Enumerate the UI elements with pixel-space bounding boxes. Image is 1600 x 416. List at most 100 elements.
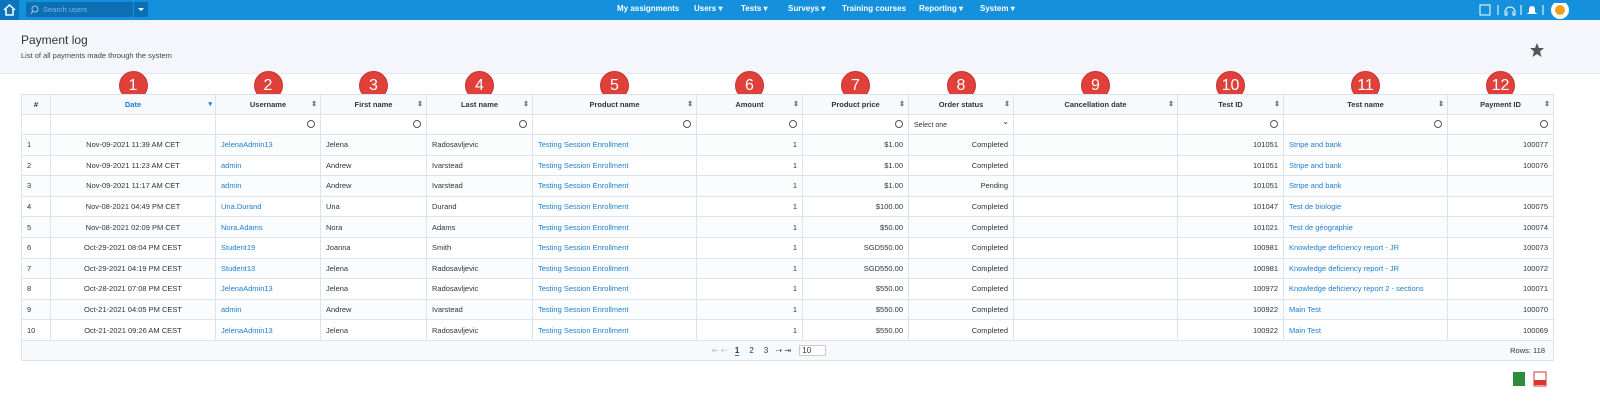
column-header[interactable]: # [21, 94, 51, 115]
page-link[interactable]: 1 [734, 345, 740, 356]
cell-link[interactable]: Testing Session Enrollment [538, 222, 629, 232]
search-icon[interactable] [1434, 120, 1442, 128]
filter-cell[interactable] [215, 114, 321, 135]
export-excel[interactable] [1513, 372, 1525, 386]
filter-cell[interactable] [696, 114, 803, 135]
cell-link[interactable]: admin [221, 181, 242, 191]
filter-cell[interactable] [1177, 114, 1284, 135]
cell-text: Completed [971, 243, 1008, 253]
search-icon[interactable] [1270, 120, 1278, 128]
cell-link[interactable]: JelenaAdmin13 [221, 284, 273, 294]
page-link[interactable]: 2 [749, 345, 754, 355]
column-header[interactable]: Last name ⇕ [426, 94, 533, 115]
cell-link[interactable]: JelenaAdmin13 [221, 325, 273, 335]
cell-link[interactable]: Student13 [221, 263, 256, 273]
cell-link[interactable]: Nora.Adams [221, 222, 263, 232]
search-dropdown[interactable] [134, 2, 148, 17]
cell-link[interactable]: Knowledge deficiency report - JR [1289, 243, 1400, 253]
cell-link[interactable]: Una.Durand [221, 202, 262, 212]
home-button[interactable] [0, 0, 19, 20]
search-icon[interactable] [307, 120, 315, 128]
search-box[interactable]: Search users [26, 2, 133, 17]
cell-text: 1 [792, 202, 797, 212]
filter-cell[interactable] [320, 114, 427, 135]
filter-cell[interactable]: Select one ⌄ [908, 114, 1014, 135]
cell-link[interactable]: admin [221, 305, 242, 315]
cell-text: Nov-08-2021 04:49 PM CET [85, 202, 181, 212]
column-header[interactable]: Product price ⇕ [802, 94, 909, 115]
page-link[interactable]: 3 [763, 345, 769, 355]
filter-cell[interactable] [50, 114, 216, 135]
cell-link[interactable]: Testing Session Enrollment [538, 202, 629, 212]
nav-item[interactable]: Tests ▾ [741, 4, 768, 13]
column-header[interactable]: Date ▾ [50, 94, 216, 115]
page-size[interactable]: 10 [799, 344, 827, 356]
cell-link[interactable]: Main Test [1289, 305, 1321, 315]
favorite-star[interactable] [1529, 42, 1545, 58]
nav-item[interactable]: System ▾ [980, 4, 1015, 13]
column-header[interactable]: Payment ID ⇕ [1447, 94, 1554, 115]
cell-link[interactable]: Testing Session Enrollment [538, 305, 629, 315]
filter-cell[interactable] [426, 114, 533, 135]
cell: $1.00 [802, 154, 909, 177]
cell-link[interactable]: Main Test [1289, 325, 1321, 335]
cell-link[interactable]: Testing Session Enrollment [538, 284, 629, 294]
cell-link[interactable]: Test de biologie [1289, 202, 1342, 212]
column-header[interactable]: First name ⇕ [320, 94, 427, 115]
search-icon[interactable] [519, 120, 527, 128]
search-icon[interactable] [683, 120, 691, 128]
cell-text: 100073 [1522, 243, 1548, 253]
nav-caret: ▾ [956, 4, 964, 13]
cell: Testing Session Enrollment [532, 236, 697, 259]
cell-text: Ivarstead [432, 181, 463, 191]
column-header[interactable]: Amount ⇕ [696, 94, 803, 115]
first-prev[interactable]: ⇤ ⇠ [712, 345, 730, 355]
search-icon[interactable] [413, 120, 421, 128]
column-header[interactable]: Product name ⇕ [532, 94, 697, 115]
sort-icon: ⇕ [899, 101, 905, 108]
cell-link[interactable]: Test de géographie [1289, 222, 1353, 232]
cell-link[interactable]: Testing Session Enrollment [538, 140, 629, 150]
cell-link[interactable]: Testing Session Enrollment [538, 325, 629, 335]
cell-link[interactable]: Stripe and bank [1289, 181, 1342, 191]
column-header[interactable]: Test name ⇕ [1283, 94, 1448, 115]
cell-link[interactable]: Knowledge deficiency report 2 - sections [1289, 284, 1424, 294]
filter-cell[interactable] [532, 114, 697, 135]
nav-item[interactable]: Reporting ▾ [919, 4, 963, 13]
cell-link[interactable]: Student19 [221, 243, 256, 253]
cell: Oct-21-2021 04:05 PM CEST [50, 298, 216, 321]
column-header[interactable]: Cancellation date ⇕ [1013, 94, 1178, 115]
filter-cell[interactable] [802, 114, 909, 135]
nav-item[interactable]: Users ▾ [694, 4, 723, 13]
cell: Jelena [320, 278, 427, 300]
column-header[interactable]: Username ⇕ [215, 94, 321, 115]
search-icon[interactable] [1540, 120, 1548, 128]
cell-text: Completed [971, 284, 1008, 294]
nav-item[interactable]: My assignments [617, 4, 679, 13]
column-header[interactable]: Order status ⇕ [908, 94, 1014, 115]
page-subtitle: List of all payments made through the sy… [21, 51, 172, 60]
column-header[interactable]: Test ID ⇕ [1177, 94, 1284, 115]
search-icon[interactable] [789, 120, 797, 128]
cell-text: 100074 [1522, 222, 1548, 232]
search-icon[interactable] [895, 120, 903, 128]
cell-link[interactable]: Testing Session Enrollment [538, 243, 629, 253]
cell-link[interactable]: Stripe and bank [1289, 140, 1342, 150]
next-last[interactable]: ⇢ ⇥ [773, 345, 794, 355]
cell-link[interactable]: Testing Session Enrollment [538, 263, 629, 273]
filter-cell[interactable] [1447, 114, 1554, 135]
nav-item[interactable]: Surveys ▾ [788, 4, 825, 13]
status-select[interactable]: Select one [914, 122, 948, 129]
cell-link[interactable]: Testing Session Enrollment [538, 181, 629, 191]
cell: 1 [696, 134, 803, 156]
cell: Stripe and bank [1283, 175, 1448, 197]
filter-cell[interactable] [1013, 114, 1178, 135]
cell-link[interactable]: admin [221, 160, 242, 170]
cell: 8 [21, 278, 51, 300]
cell-link[interactable]: Stripe and bank [1289, 160, 1342, 170]
nav-item[interactable]: Training courses [842, 4, 906, 13]
cell-link[interactable]: Knowledge deficiency report - JR [1289, 263, 1400, 273]
filter-cell[interactable] [1283, 114, 1448, 135]
cell-link[interactable]: JelenaAdmin13 [221, 140, 273, 150]
cell-link[interactable]: Testing Session Enrollment [538, 160, 629, 170]
